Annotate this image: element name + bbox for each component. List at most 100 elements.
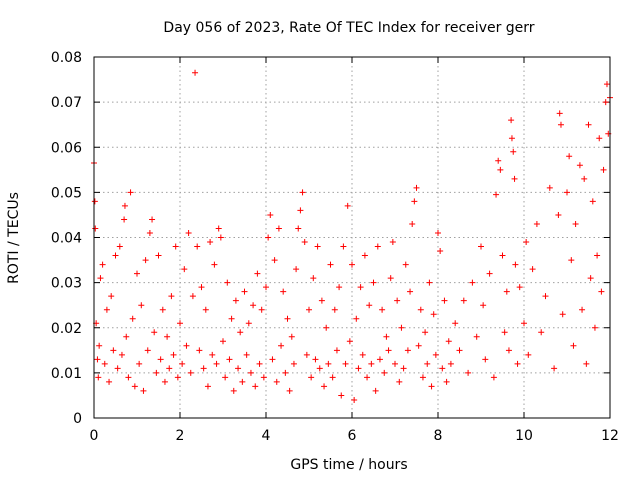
data-point <box>237 329 244 336</box>
data-point <box>187 369 194 376</box>
data-point <box>430 311 437 318</box>
data-point <box>353 315 360 322</box>
data-point <box>215 225 222 232</box>
data-point <box>228 315 235 322</box>
y-tick-label: 0 <box>73 411 82 427</box>
x-tick-label: 10 <box>515 428 533 444</box>
data-point <box>144 347 151 354</box>
data-point <box>579 306 586 313</box>
data-point <box>407 288 414 295</box>
data-point <box>400 365 407 372</box>
y-tick-label: 0.01 <box>51 366 82 382</box>
data-point <box>106 378 113 385</box>
data-point <box>179 360 186 367</box>
data-point <box>204 383 211 390</box>
data-point <box>366 302 373 309</box>
y-axis-label: ROTI / TECUs <box>6 192 22 284</box>
data-point <box>213 360 220 367</box>
data-point <box>598 288 605 295</box>
data-point <box>493 191 500 198</box>
data-point <box>452 320 459 327</box>
data-point <box>508 117 515 124</box>
data-point <box>538 329 545 336</box>
data-point <box>95 374 102 381</box>
data-point <box>271 257 278 264</box>
data-point <box>166 365 173 372</box>
data-point <box>222 374 229 381</box>
data-point <box>568 257 575 264</box>
data-point <box>364 374 371 381</box>
data-point <box>499 252 506 259</box>
data-point <box>381 369 388 376</box>
data-point <box>557 121 564 128</box>
data-point <box>426 279 433 286</box>
data-point <box>146 229 153 236</box>
data-point <box>110 347 117 354</box>
data-point <box>542 293 549 300</box>
data-point <box>443 378 450 385</box>
data-point <box>232 297 239 304</box>
data-point <box>265 234 272 241</box>
data-point <box>288 333 295 340</box>
data-point <box>581 175 588 182</box>
data-point <box>161 378 168 385</box>
data-point <box>566 153 573 160</box>
data-point <box>383 333 390 340</box>
data-point <box>224 279 231 286</box>
data-point <box>273 378 280 385</box>
data-point <box>422 329 429 336</box>
data-point <box>99 261 106 268</box>
data-point <box>428 383 435 390</box>
data-point <box>460 297 467 304</box>
data-point <box>551 365 558 372</box>
data-point <box>372 387 379 394</box>
data-point <box>290 360 297 367</box>
data-point <box>134 270 140 277</box>
data-point <box>396 378 403 385</box>
data-point <box>336 284 343 291</box>
data-point <box>116 243 123 250</box>
data-point <box>344 202 351 209</box>
data-point <box>482 356 489 363</box>
data-point <box>177 320 183 327</box>
data-point <box>340 243 347 250</box>
data-point <box>103 306 110 313</box>
data-point <box>202 306 209 313</box>
data-point <box>217 234 224 241</box>
chart-title: Day 056 of 2023, Rate Of TEC Index for r… <box>163 20 534 36</box>
data-point <box>486 270 493 277</box>
y-tick-label: 0.07 <box>51 95 82 111</box>
data-point <box>258 306 265 313</box>
data-point <box>312 356 319 363</box>
data-point <box>480 302 487 309</box>
data-point <box>346 338 353 345</box>
data-point <box>308 374 315 381</box>
data-point <box>556 110 563 117</box>
data-point <box>263 284 269 291</box>
y-tick-label: 0.05 <box>51 185 82 201</box>
x-axis-label: GPS time / hours <box>290 457 407 473</box>
data-point <box>413 184 420 191</box>
data-point <box>91 198 98 205</box>
data-point <box>419 374 426 381</box>
data-point <box>183 342 190 349</box>
data-point <box>278 342 285 349</box>
data-point <box>411 198 418 205</box>
data-point <box>447 360 454 367</box>
data-point <box>323 324 330 331</box>
data-point <box>503 288 510 295</box>
y-axis-ticks: 0 0.01 0.02 0.03 0.04 0.05 0.06 0.07 0.08 <box>51 50 610 427</box>
data-point <box>138 302 145 309</box>
data-point <box>256 360 263 367</box>
data-point <box>516 284 523 291</box>
data-point <box>495 157 502 164</box>
data-point <box>514 360 521 367</box>
data-point <box>409 220 416 227</box>
y-tick-label: 0.04 <box>51 231 82 247</box>
data-point <box>142 257 149 264</box>
data-point <box>349 261 355 268</box>
data-point <box>437 248 444 255</box>
data-point <box>402 261 409 268</box>
data-point <box>96 342 103 349</box>
data-point <box>424 360 431 367</box>
